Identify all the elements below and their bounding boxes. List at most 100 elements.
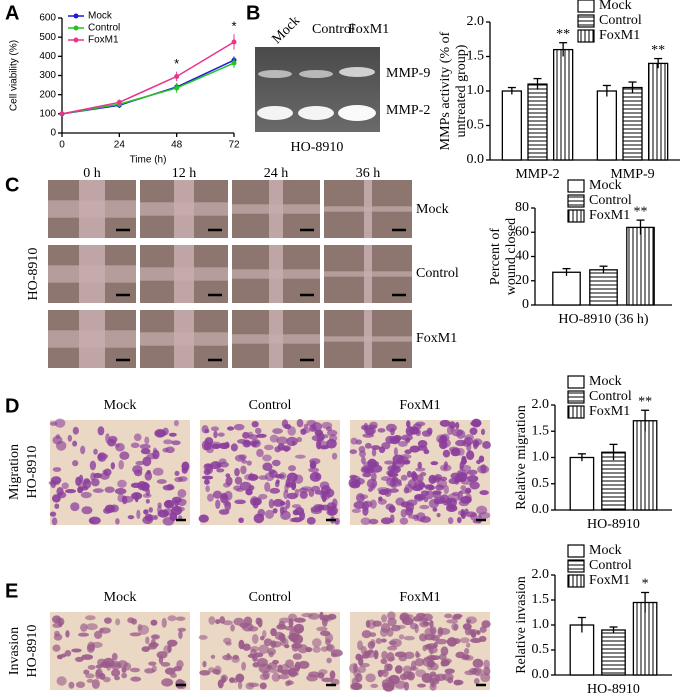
- cell-line-label: HO-8910: [26, 248, 41, 301]
- cell: [250, 645, 260, 653]
- cell: [130, 442, 140, 449]
- cell: [366, 619, 377, 629]
- series-line: [61, 59, 235, 115]
- y-tick-label: 80: [515, 200, 529, 215]
- cell: [291, 643, 303, 649]
- legend-swatch: [567, 544, 585, 558]
- cell: [242, 643, 251, 651]
- cell: [412, 615, 424, 622]
- cell: [259, 673, 270, 681]
- cell: [355, 439, 363, 445]
- cell: [257, 508, 266, 518]
- cell: [459, 464, 472, 472]
- cell: [72, 460, 79, 467]
- cell: [151, 665, 157, 673]
- cell: [64, 488, 77, 494]
- cell: [254, 427, 262, 434]
- cell: [233, 423, 245, 431]
- cell: [276, 436, 288, 445]
- cell: [389, 514, 395, 524]
- y-tick-label: 0.5: [532, 476, 550, 491]
- cell: [424, 627, 436, 636]
- cell: [277, 674, 290, 680]
- cell: [129, 667, 141, 673]
- cell: [400, 474, 408, 481]
- cell: [50, 476, 62, 485]
- cell: [262, 629, 267, 639]
- legend-label: FoxM1: [88, 35, 119, 46]
- cell: [405, 506, 414, 516]
- cell: [415, 474, 424, 483]
- cell: [86, 623, 98, 631]
- cell: [447, 517, 454, 525]
- legend-label: Mock: [589, 374, 622, 389]
- x-tick-label: 24: [114, 140, 126, 151]
- group-label: FoxM1: [399, 590, 440, 605]
- cell: [75, 681, 86, 688]
- cell: [248, 682, 259, 687]
- y-tick-label: 100: [39, 108, 56, 119]
- cell: [368, 518, 379, 525]
- cell: [143, 509, 149, 515]
- cell: [268, 668, 280, 673]
- legend-label: Control: [88, 23, 120, 34]
- cell: [57, 617, 65, 626]
- cell: [175, 616, 186, 621]
- cell: [237, 681, 243, 690]
- cell: [408, 514, 419, 519]
- x-axis-label: Time (h): [130, 155, 167, 166]
- y-tick-label: 500: [39, 32, 56, 43]
- y-axis-label: Percent of: [488, 228, 503, 285]
- cell: [224, 441, 230, 448]
- cell: [274, 446, 281, 453]
- cell: [377, 498, 387, 505]
- cell: [287, 679, 293, 686]
- cell: [81, 506, 93, 515]
- cell: [153, 514, 159, 520]
- cell: [230, 443, 238, 452]
- cell: [279, 617, 291, 624]
- cell: [230, 624, 235, 632]
- cell: [292, 653, 302, 660]
- panel-letter: E: [5, 580, 18, 602]
- y-tick-label: 400: [39, 51, 56, 62]
- cell: [178, 630, 183, 640]
- cell: [251, 420, 259, 428]
- cell: [239, 481, 252, 491]
- cell: [242, 431, 250, 439]
- cell: [421, 430, 432, 437]
- cell: [330, 652, 338, 658]
- cell: [131, 618, 137, 625]
- cell: [425, 643, 438, 649]
- cell: [327, 613, 337, 620]
- bar: [553, 48, 574, 161]
- cell: [470, 630, 477, 639]
- cell: [274, 473, 285, 479]
- legend-label: FoxM1: [589, 573, 630, 588]
- cell: [429, 619, 434, 628]
- cell: [85, 615, 96, 621]
- cell: [148, 661, 157, 666]
- cell: [144, 471, 153, 481]
- cell: [106, 661, 112, 671]
- cell: [388, 674, 400, 685]
- cell: [174, 470, 180, 476]
- cell: [150, 634, 161, 640]
- cell: [384, 460, 395, 465]
- cell: [99, 627, 111, 634]
- cell: [205, 485, 210, 493]
- cell: [169, 512, 178, 522]
- y-tick-label: 0.5: [467, 118, 485, 133]
- cell: [404, 449, 412, 455]
- cell: [308, 488, 315, 497]
- cell: [402, 665, 412, 674]
- cell: [111, 668, 121, 677]
- cell: [104, 504, 116, 513]
- cell: [86, 678, 94, 683]
- cell: [152, 467, 164, 476]
- cell: [277, 664, 283, 673]
- cell: [204, 441, 213, 451]
- cell: [117, 479, 127, 488]
- cell: [80, 491, 92, 499]
- cell: [115, 442, 125, 452]
